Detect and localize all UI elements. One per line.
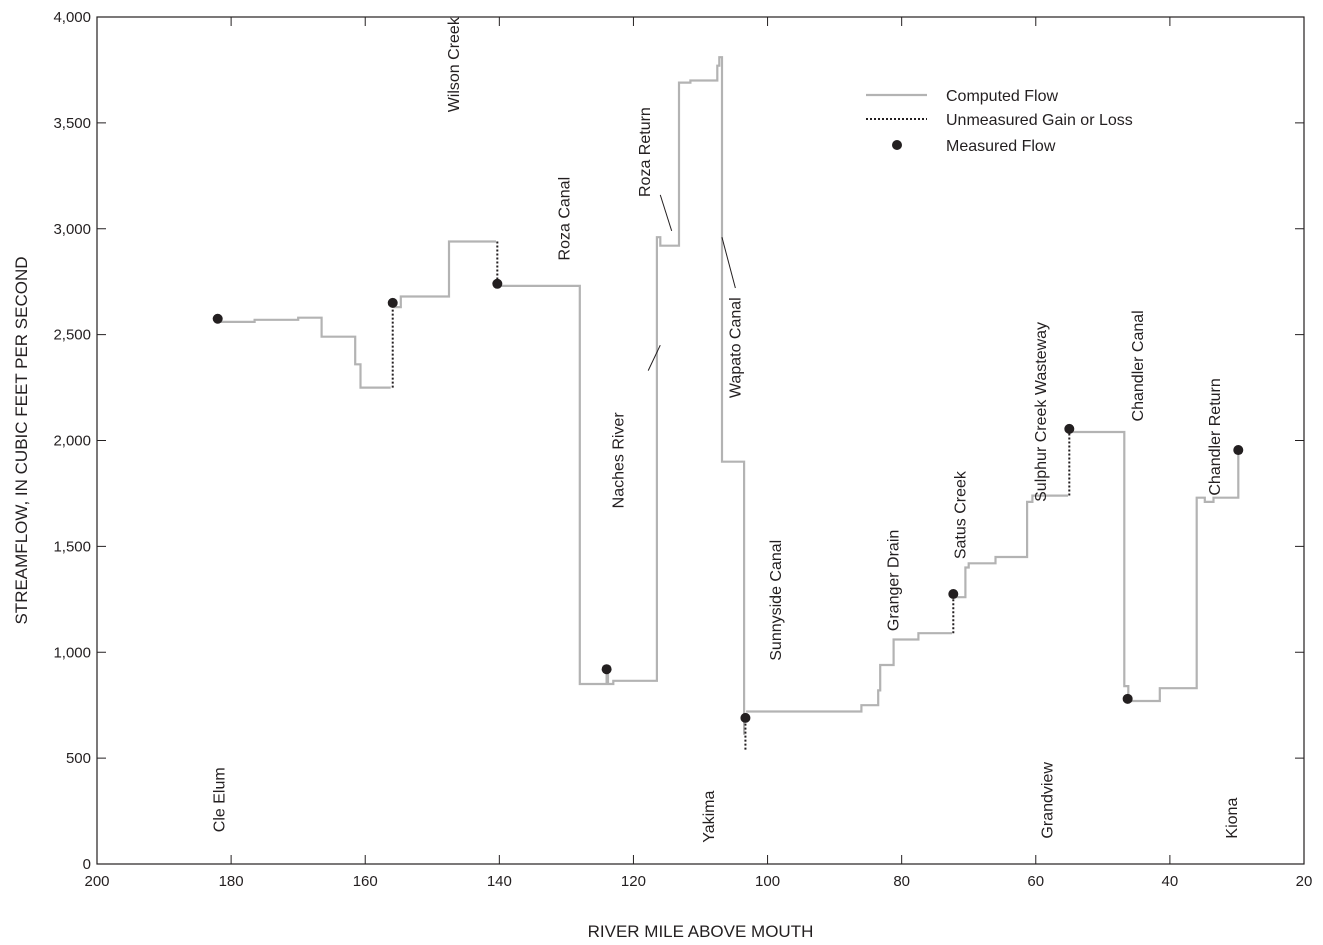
annotation-label: Sulphur Creek Wasteway <box>1033 322 1050 502</box>
annotation-label: Wilson Creek <box>446 16 463 112</box>
measured-point <box>1233 445 1244 456</box>
measured-point <box>492 278 503 289</box>
measured-point <box>212 313 223 324</box>
measured-point <box>387 297 398 308</box>
annotation-leader-lines <box>647 194 736 371</box>
computed-flow-line <box>393 240 496 309</box>
annotation-label: Cle Elum <box>211 767 228 832</box>
annotation-label: Chandler Return <box>1207 378 1224 495</box>
annotation-label: Wapato Canal <box>728 297 745 398</box>
annotation-label: Kiona <box>1224 798 1241 839</box>
annotation-label: Roza Canal <box>557 177 574 261</box>
y-tick-label: 500 <box>66 750 91 767</box>
annotations: Wilson Creek Roza Canal Roza Return Naches … <box>211 16 1240 843</box>
computed-flow-line <box>217 316 391 389</box>
annotation-label: Grandview <box>1039 762 1056 839</box>
legend: Computed Flow Unmeasured Gain or Loss Meas… <box>866 88 1133 155</box>
x-tick-label: 180 <box>219 873 244 890</box>
measured-flow-series <box>212 278 1244 723</box>
x-tick-label: 80 <box>893 873 910 890</box>
measured-point <box>740 712 751 723</box>
axes: 200 180 160 140 120 100 80 60 40 2005001,0001,500… <box>53 9 1312 890</box>
x-tick-label: 60 <box>1027 873 1044 890</box>
computed-flow-line <box>499 56 746 735</box>
annotation-label: Sunnyside Canal <box>768 540 785 661</box>
y-tick-label: 4,000 <box>53 9 91 26</box>
measured-point <box>1064 423 1075 434</box>
y-tick-label: 2,500 <box>53 327 91 344</box>
x-tick-label: 40 <box>1162 873 1179 890</box>
x-tick-label: 20 <box>1296 873 1313 890</box>
plot-frame <box>96 16 1305 865</box>
y-axis-title: STREAMFLOW, IN CUBIC FEET PER SECOND <box>12 256 31 624</box>
legend-label: Computed Flow <box>946 88 1058 105</box>
y-tick-label: 3,500 <box>53 115 91 132</box>
y-tick-label: 1,500 <box>53 538 91 555</box>
annotation-label: Roza Return <box>637 107 654 197</box>
annotation-label: Chandler Canal <box>1130 310 1147 421</box>
legend-label: Measured Flow <box>946 138 1056 155</box>
x-tick-label: 100 <box>755 873 780 890</box>
measured-point <box>601 664 612 675</box>
computed-flow-line <box>955 494 1068 599</box>
x-axis-title: RIVER MILE ABOVE MOUTH <box>588 922 814 941</box>
x-tick-label: 140 <box>487 873 512 890</box>
annotation-label: Naches River <box>610 412 627 509</box>
leader-line <box>659 194 673 232</box>
x-tick-label: 160 <box>353 873 378 890</box>
annotation-label: Satus Creek <box>952 470 969 559</box>
leader-line <box>721 237 736 289</box>
legend-swatch-measured <box>892 140 902 150</box>
legend-label: Unmeasured Gain or Loss <box>946 112 1133 129</box>
annotation-label: Yakima <box>701 791 718 843</box>
x-tick-label: 120 <box>621 873 646 890</box>
y-tick-label: 0 <box>83 856 91 873</box>
leader-line <box>647 344 661 371</box>
annotation-label: Granger Drain <box>885 530 902 631</box>
x-tick-label: 200 <box>84 873 109 890</box>
y-tick-label: 3,000 <box>53 221 91 238</box>
y-tick-label: 2,000 <box>53 433 91 450</box>
measured-point <box>948 589 959 600</box>
measured-point <box>1122 693 1133 704</box>
computed-flow-line <box>1070 430 1240 703</box>
computed-flow-line <box>746 632 952 713</box>
y-tick-label: 1,000 <box>53 644 91 661</box>
